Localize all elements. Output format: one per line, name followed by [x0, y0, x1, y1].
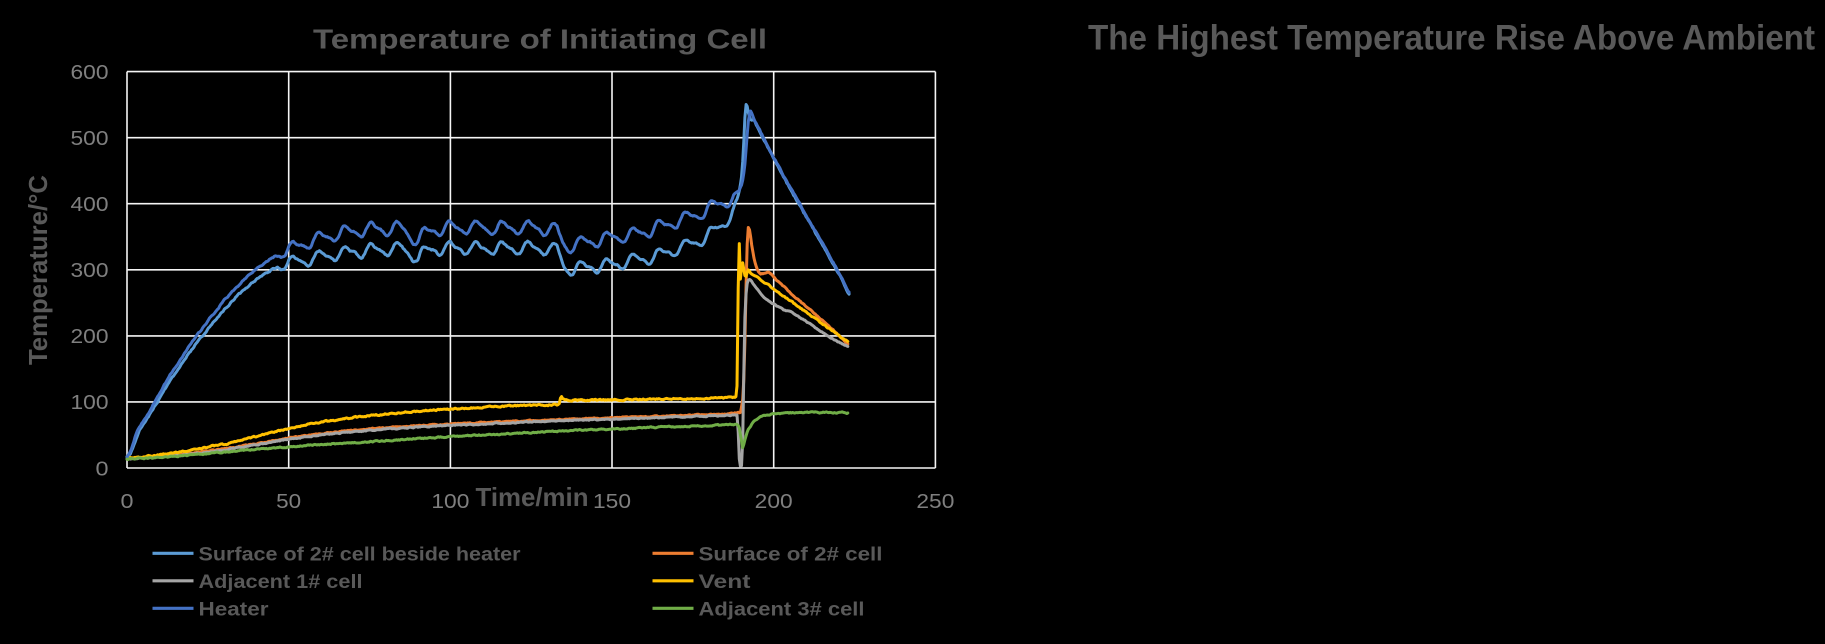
svg-text:150: 150	[593, 490, 631, 513]
svg-text:0: 0	[121, 490, 134, 513]
svg-text:500: 500	[71, 127, 109, 150]
svg-text:600: 600	[71, 61, 109, 84]
svg-text:The Highest Temperature Rise A: The Highest Temperature Rise Above Ambie…	[1088, 18, 1815, 58]
svg-text:200: 200	[71, 325, 109, 348]
svg-text:250: 250	[916, 490, 954, 513]
svg-text:Temperature/°C: Temperature/°C	[23, 175, 53, 365]
svg-text:Surface of 2# cell: Surface of 2# cell	[699, 544, 883, 566]
svg-text:Time/min: Time/min	[476, 482, 589, 512]
svg-text:50: 50	[276, 490, 301, 513]
svg-text:Adjacent 3# cell: Adjacent 3# cell	[699, 599, 865, 621]
svg-text:100: 100	[71, 391, 109, 414]
svg-text:Temperature of Initiating Cell: Temperature of Initiating Cell	[313, 24, 767, 55]
svg-text:Adjacent 1# cell: Adjacent 1# cell	[199, 571, 363, 593]
svg-text:300: 300	[71, 259, 109, 282]
svg-text:200: 200	[755, 490, 793, 513]
svg-text:0: 0	[96, 457, 109, 480]
svg-text:Surface of 2# cell beside heat: Surface of 2# cell beside heater	[199, 544, 521, 566]
svg-text:100: 100	[431, 490, 469, 513]
svg-text:Vent: Vent	[699, 571, 752, 593]
svg-text:Heater: Heater	[199, 599, 269, 621]
svg-text:400: 400	[71, 193, 109, 216]
